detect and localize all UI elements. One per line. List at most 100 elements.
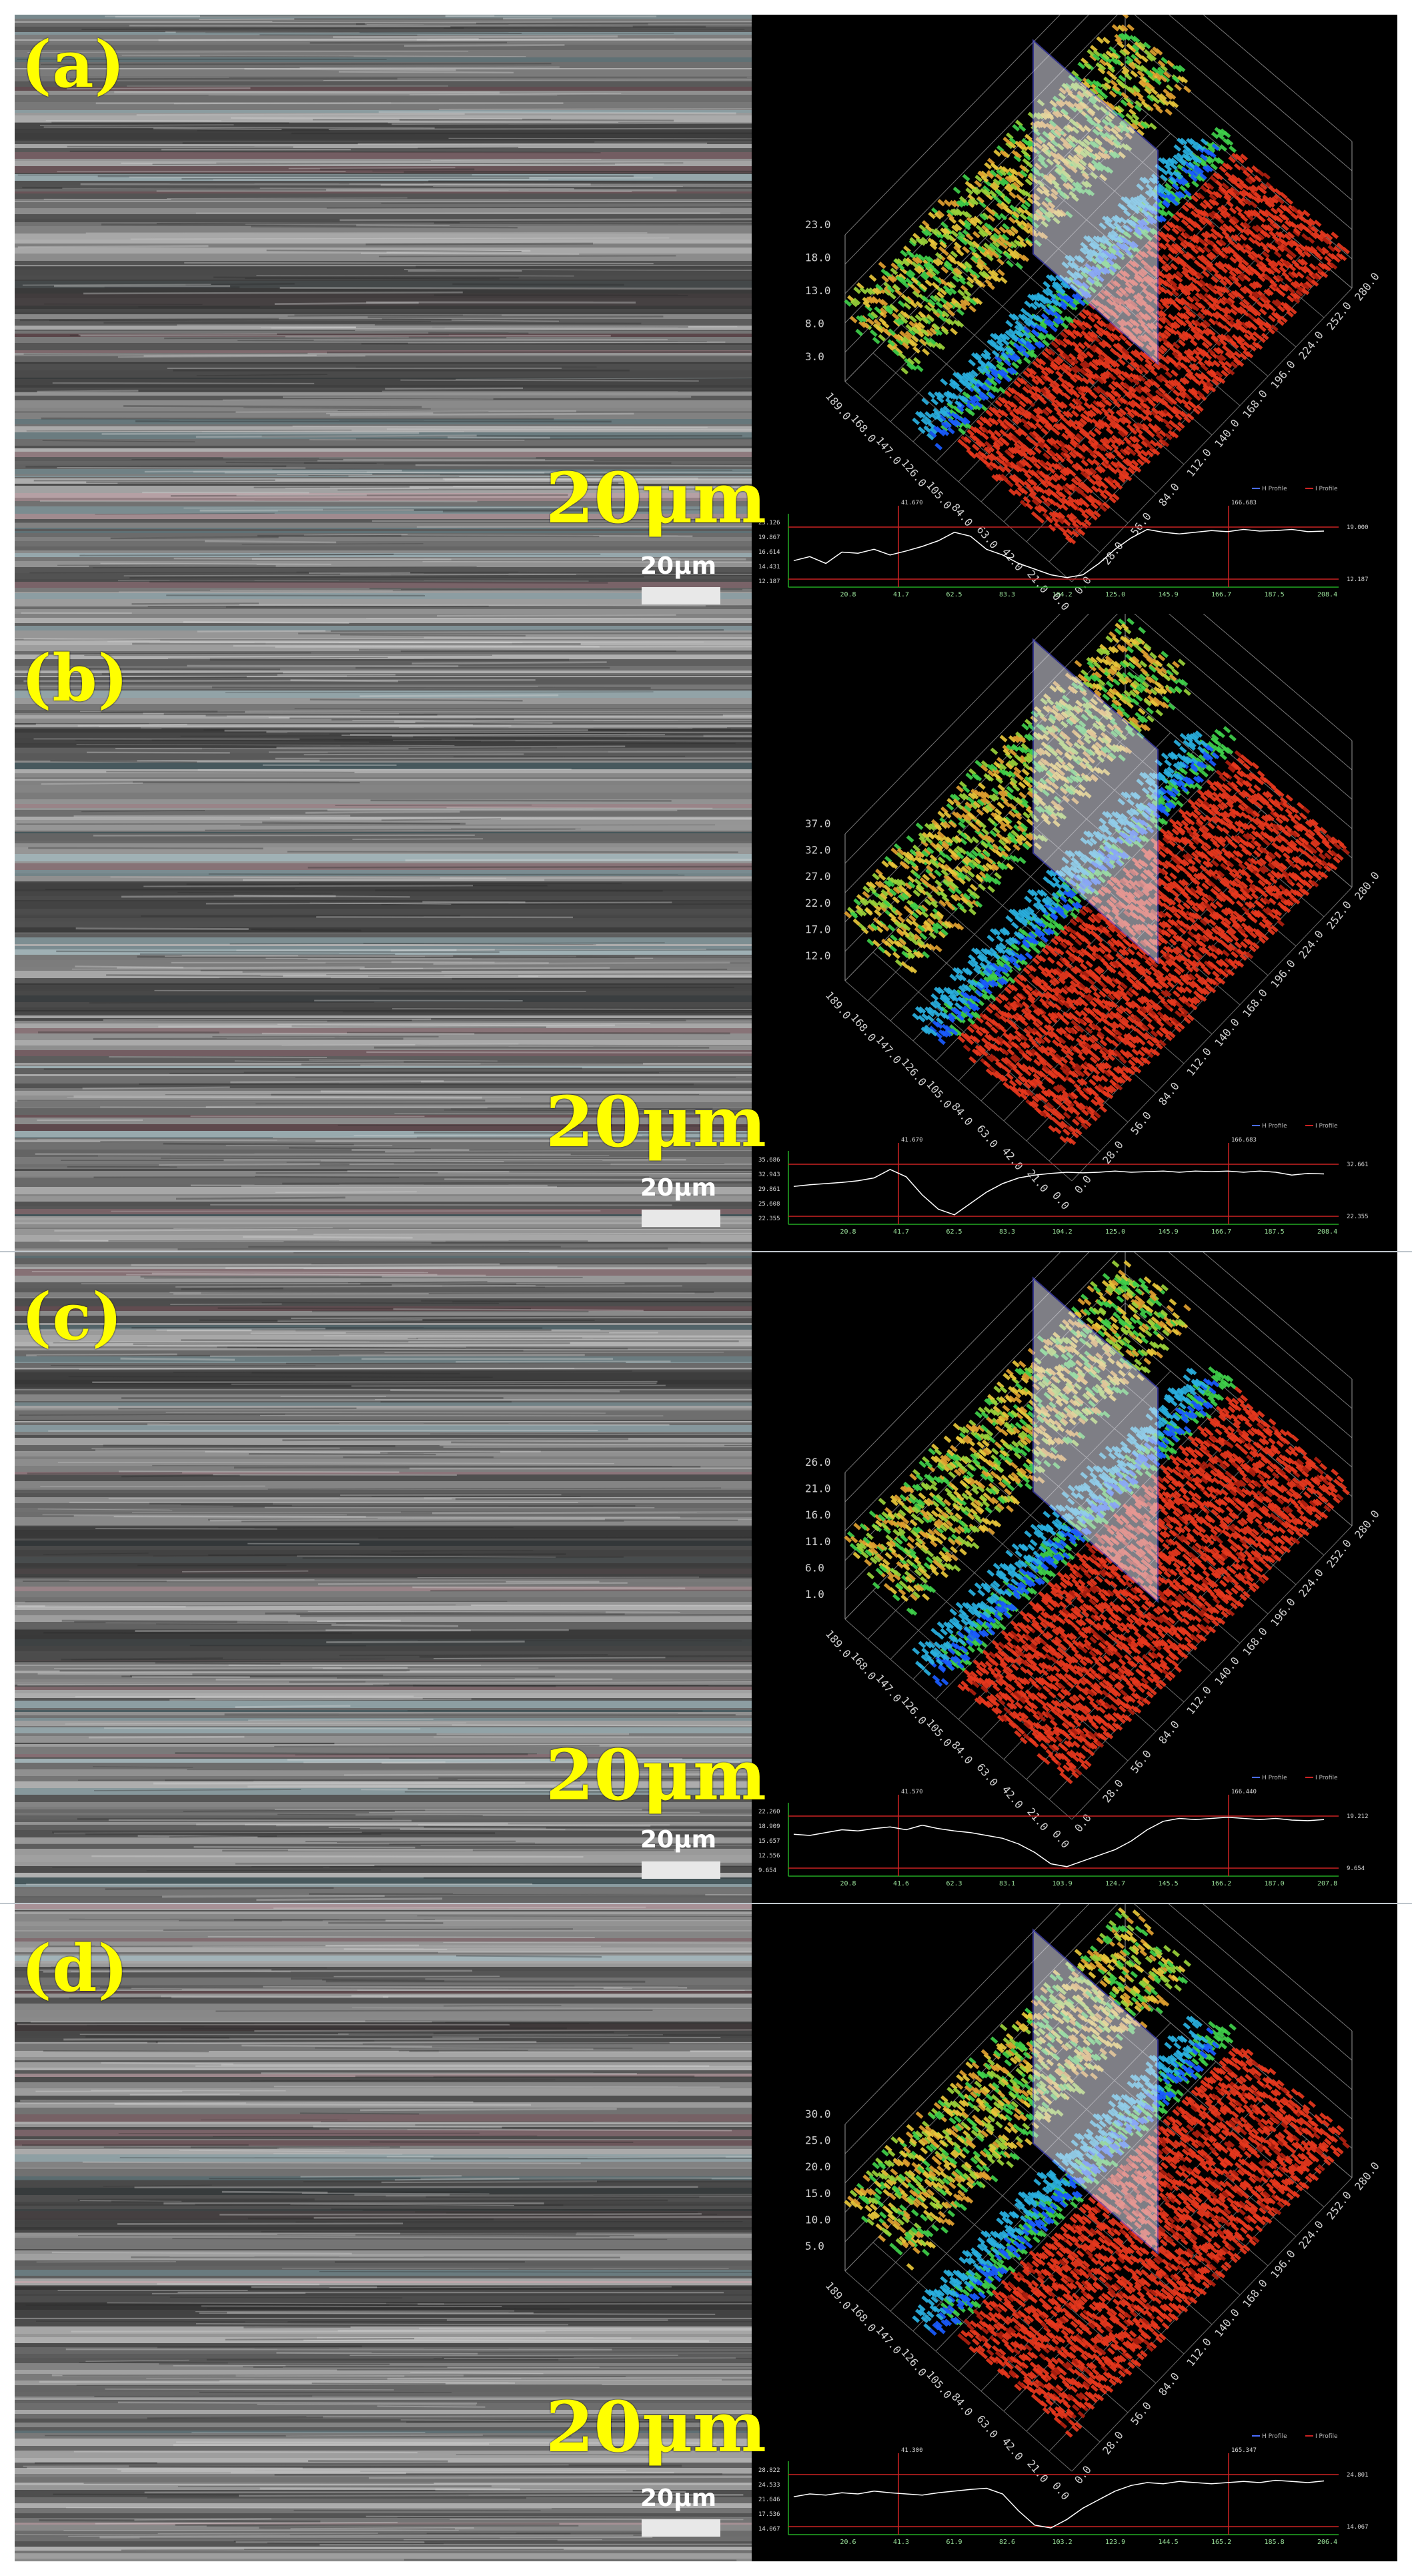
profile-x-tick: 166.2 [1211,1880,1231,1887]
right-value: 14.067 [1347,2524,1369,2531]
x-tick-label: 126.0 [898,1694,929,1727]
profile-x-tick: 20.8 [840,591,856,598]
x-tick-label: 0.0 [1050,1827,1072,1850]
profile-x-tick: 125.0 [1105,1228,1125,1236]
y-tick-label: 0.0 [1072,574,1094,596]
z-tick-label: 26.0 [805,1456,831,1468]
y-tick-label: 84.0 [1156,1718,1182,1746]
z-axis-ticks: 37.0 32.0 27.0 22.0 17.0 12.0 [805,817,831,962]
x-tick-label: 105.0 [924,2369,954,2401]
profile-y-tick: 32.943 [758,1172,780,1178]
z-tick-label: 23.0 [805,218,831,231]
profile-x-tick: 206.4 [1317,2539,1337,2546]
profile-x-tick: 144.5 [1159,2539,1179,2546]
profile-line [793,528,1325,578]
cursor-label: 41.670 [901,500,923,506]
x-tick-label: 63.0 [974,1122,1000,1150]
y-tick-label: 112.0 [1184,2336,1214,2369]
right-value: 32.661 [1347,1162,1369,1168]
surface-plot-svg: 26.0 21.0 16.0 11.0 6.0 1.0 280.0252.0224.0196… [758,1252,1382,1887]
y-tick-label: 84.0 [1156,2370,1182,2398]
y-tick-label: 252.0 [1324,899,1354,932]
y-tick-label: 252.0 [1324,300,1354,333]
x-tick-label: 63.0 [974,2413,1000,2441]
z-tick-label: 22.0 [805,897,831,909]
x-tick-label: 21.0 [1024,568,1050,596]
section-plane [1032,1928,1159,2255]
x-tick-label: 84.0 [949,1739,975,1767]
plot-b: 37.0 32.0 27.0 22.0 17.0 12.0 280.0 252.0 224.0 1… [752,614,1397,1251]
x-tick-label: 189.0 [823,2279,854,2312]
x-tick-label: 42.0 [999,546,1025,574]
plot-a: 23.0 18.0 13.0 8.0 3.0 280.0 252.0 224.0 196.0 16… [752,15,1397,614]
x-tick-label: 0.0 [1050,2479,1072,2502]
y-tick-label: 224.0 [1296,1567,1326,1600]
x-tick-label: 105.0 [924,1078,954,1111]
scale-bar-a [642,587,720,604]
scale-text-big-a: 20μm [546,457,766,539]
panel-label-c: (c) [21,1279,123,1354]
profile-x-tick: 208.4 [1317,1228,1337,1236]
y-tick-label: 56.0 [1128,510,1154,538]
profile-x-tick: 41.6 [893,1880,909,1887]
y-tick-label: 224.0 [1296,329,1326,362]
plot-d: 30.0 25.0 20.0 15.0 10.0 5.0 280.0 252.0 224.0 19… [752,1904,1397,2561]
y-tick-label: 56.0 [1128,2399,1154,2427]
z-tick-label: 5.0 [805,2240,824,2252]
profile-y-tick: 12.556 [758,1853,780,1859]
profile-x-tick: 145.9 [1159,591,1179,598]
y-tick-label: 224.0 [1296,928,1326,961]
profile-y-tick: 28.822 [758,2467,780,2474]
profile-x-tick: 104.2 [1052,1228,1073,1236]
x-tick-label: 126.0 [898,1055,929,1088]
x-tick-label: 189.0 [823,989,854,1021]
profile-x-tick: 187.0 [1265,1880,1285,1887]
profile-y-tick: 15.657 [758,1838,780,1845]
legend-entry: H Profile [1262,486,1287,492]
profile-x-tick: 165.2 [1211,2539,1231,2546]
profile-y-tick: 35.686 [758,1157,780,1164]
cursor-label: 165.347 [1231,2447,1257,2454]
scale-bar-d [642,2519,720,2537]
profile-y-tick: 22.355 [758,1216,780,1222]
profile-x-tick: 124.7 [1105,1880,1125,1887]
x-tick-label: 189.0 [823,1627,854,1660]
plot-c: 26.0 21.0 16.0 11.0 6.0 1.0 280.0 252.0 224.0 196… [752,1252,1397,1903]
surface-plot-svg: 37.032.027.022.017.012.0280.0252.0224.01… [758,614,1382,1236]
y-tick-label: 168.0 [1240,388,1270,421]
y-tick-label: 140.0 [1212,417,1242,450]
micrograph-texture [15,1252,752,1903]
x-tick-label: 126.0 [898,456,929,489]
legend-entry: H Profile [1262,1123,1287,1130]
x-tick-label: 126.0 [898,2346,929,2379]
x-tick-label: 168.0 [848,1650,879,1683]
y-tick-label: 112.0 [1184,446,1214,480]
panel-a: 23.0 18.0 13.0 8.0 3.0 280.0 252.0 224.0 196.0 16… [0,0,1412,614]
x-tick-label: 21.0 [1024,2457,1050,2485]
profile-y-tick: 23.126 [758,520,780,526]
profile-y-tick: 16.614 [758,549,780,556]
z-tick-label: 13.0 [805,284,831,297]
micrograph-texture [15,1904,752,2561]
z-tick-label: 3.0 [805,350,824,363]
x-tick-label: 0.0 [1050,1189,1072,1212]
y-tick-label: 252.0 [1324,2189,1354,2222]
z-tick-label: 18.0 [805,252,831,264]
y-tick-label: 140.0 [1212,2306,1242,2340]
z-tick-label: 1.0 [805,1588,824,1601]
z-tick-label: 21.0 [805,1482,831,1495]
y-tick-label: 280.0 [1352,869,1382,903]
profile-x-tick: 61.9 [946,2539,962,2546]
section-plane [1032,1276,1159,1603]
y-tick-label: 196.0 [1268,1596,1298,1629]
y-tick-label: 280.0 [1352,2160,1382,2193]
panel-divider [0,1903,1412,1904]
profile-y-tick: 21.646 [758,2497,780,2503]
x-tick-label: 42.0 [999,1783,1025,1811]
profile-x-tick: 166.7 [1211,591,1231,598]
z-tick-label: 17.0 [805,923,831,935]
micrograph-c [15,1252,752,1903]
profile-x-tick: 208.4 [1317,591,1337,598]
z-axis-ticks: 26.0 21.0 16.0 11.0 6.0 1.0 [805,1456,831,1601]
profile-x-tick: 82.6 [999,2539,1015,2546]
